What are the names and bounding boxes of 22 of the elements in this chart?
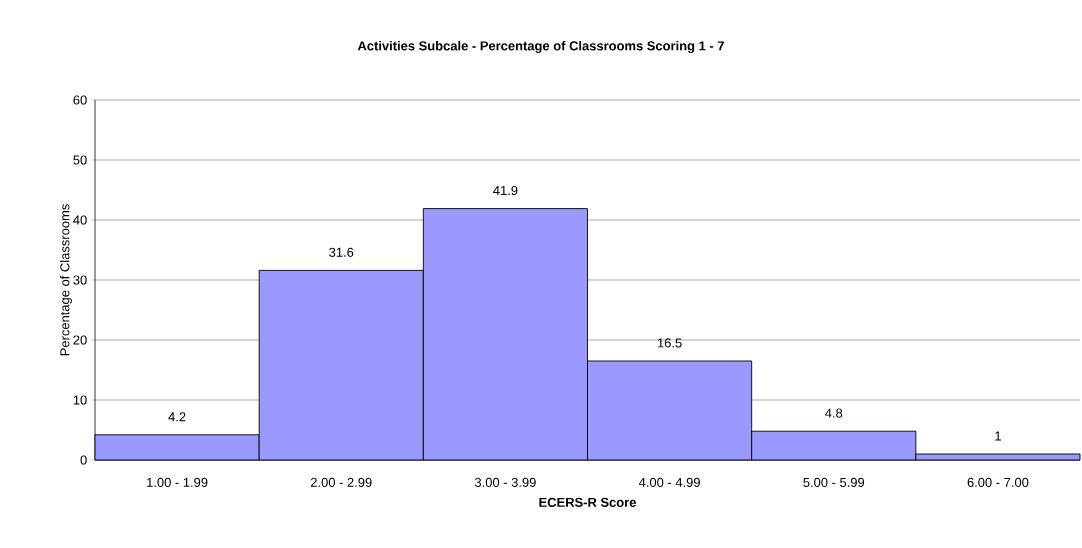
y-axis-title: Percentage of Classrooms	[59, 204, 72, 356]
y-tick-label: 50	[73, 155, 87, 165]
x-tick-label: 5.00 - 5.99	[803, 477, 865, 487]
y-tick-label: 20	[73, 335, 87, 345]
x-tick-label: 3.00 - 3.99	[474, 477, 536, 487]
x-axis-title: ECERS-R Score	[539, 497, 636, 507]
data-label: 4.2	[168, 412, 186, 422]
x-tick-label: 2.00 - 2.99	[310, 477, 372, 487]
y-tick-label: 30	[73, 275, 87, 285]
y-tick-label: 40	[73, 215, 87, 225]
x-tick-label: 6.00 - 7.00	[967, 477, 1029, 487]
y-tick-label: 0	[80, 455, 87, 465]
data-label: 31.6	[329, 247, 354, 257]
y-tick-label: 60	[73, 95, 87, 105]
x-tick-label: 4.00 - 4.99	[638, 477, 700, 487]
data-label: 16.5	[657, 338, 682, 348]
x-tick-label: 1.00 - 1.99	[147, 477, 208, 487]
data-label: 41.9	[493, 185, 518, 196]
data-label: 1	[995, 431, 1001, 441]
y-tick-label: 10	[73, 395, 87, 405]
data-label: 4.8	[825, 408, 843, 418]
chart-title: Activities Subcale - Percentage of Classrooms Scoring 1 - 7	[357, 40, 724, 54]
